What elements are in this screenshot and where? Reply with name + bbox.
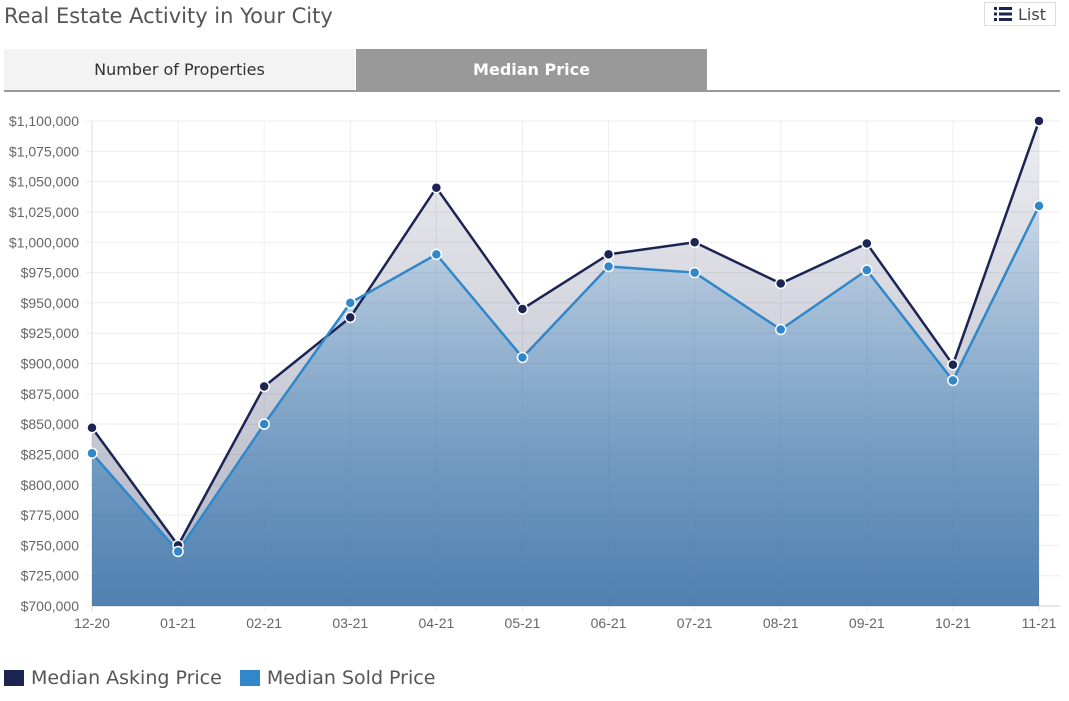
x-tick-label: 12-20 bbox=[74, 615, 110, 631]
y-tick-label: $1,075,000 bbox=[9, 143, 79, 159]
y-tick-label: $875,000 bbox=[21, 386, 80, 402]
point-asking bbox=[947, 358, 959, 371]
list-label: List bbox=[1018, 4, 1046, 24]
point-sold bbox=[430, 248, 443, 261]
x-tick-label: 10-21 bbox=[935, 615, 971, 631]
legend-item-asking[interactable]: Median Asking Price bbox=[4, 667, 222, 689]
x-tick-label: 02-21 bbox=[246, 615, 282, 631]
median-price-chart: $700,000 $725,000 $750,000 $775,000 $800,000… bbox=[9, 113, 1060, 631]
point-asking bbox=[602, 248, 615, 261]
tab-number-of-properties[interactable]: Number of Properties bbox=[4, 49, 355, 90]
x-tick-label: 01-21 bbox=[160, 615, 196, 631]
x-tick-label: 08-21 bbox=[763, 615, 799, 631]
area-sold bbox=[92, 205, 1039, 606]
point-asking bbox=[86, 422, 98, 434]
legend-label-sold: Median Sold Price bbox=[266, 667, 436, 689]
point-sold bbox=[688, 266, 701, 279]
x-tick-label: 06-21 bbox=[591, 615, 627, 631]
legend-swatch-sold bbox=[239, 670, 260, 686]
line-sold bbox=[91, 205, 1041, 554]
point-sold bbox=[1033, 200, 1045, 212]
point-asking bbox=[430, 181, 443, 194]
point-sold bbox=[947, 374, 959, 387]
y-tick-label: $1,100,000 bbox=[9, 113, 79, 129]
y-tick-label: $750,000 bbox=[21, 537, 80, 553]
y-tick-label: $975,000 bbox=[21, 265, 80, 281]
x-tick-label: 03-21 bbox=[332, 615, 368, 631]
point-sold bbox=[602, 260, 615, 273]
y-tick-label: $950,000 bbox=[21, 295, 80, 311]
y-tick-label: $850,000 bbox=[21, 416, 80, 432]
x-tick-label: 04-21 bbox=[418, 615, 454, 631]
point-sold bbox=[861, 264, 873, 276]
line-asking bbox=[90, 120, 1041, 548]
page-title: Real Estate Activity in Your City bbox=[4, 4, 333, 28]
point-asking bbox=[774, 277, 787, 290]
point-sold bbox=[774, 323, 787, 336]
point-asking bbox=[688, 236, 701, 248]
y-tick-label: $1,050,000 bbox=[9, 174, 79, 190]
y-tick-label: $725,000 bbox=[21, 568, 80, 584]
point-sold bbox=[258, 418, 270, 430]
list-icon bbox=[994, 7, 1013, 21]
point-asking bbox=[344, 311, 357, 324]
y-tick-label: $775,000 bbox=[21, 507, 80, 523]
x-tick-label: 07-21 bbox=[677, 615, 713, 631]
point-asking bbox=[516, 303, 529, 315]
y-tick-label: $800,000 bbox=[21, 477, 80, 493]
point-sold bbox=[516, 351, 529, 364]
y-tick-label: $925,000 bbox=[21, 325, 80, 341]
x-tick-label: 09-21 bbox=[849, 615, 885, 631]
legend-item-sold[interactable]: Median Sold Price bbox=[239, 667, 436, 689]
y-tick-label: $825,000 bbox=[21, 446, 80, 462]
point-sold bbox=[86, 447, 98, 459]
legend-swatch-asking bbox=[4, 670, 24, 686]
x-tick-label: 11-21 bbox=[1022, 615, 1057, 631]
y-tick-label: $700,000 bbox=[21, 598, 80, 614]
point-asking bbox=[258, 380, 270, 393]
chart-tabs: Number of Properties Median Price bbox=[4, 49, 1060, 92]
point-sold bbox=[344, 297, 357, 309]
list-view-button[interactable]: List bbox=[984, 2, 1056, 26]
point-asking bbox=[861, 237, 873, 250]
y-tick-label: $1,025,000 bbox=[9, 204, 79, 220]
point-asking bbox=[1033, 115, 1045, 127]
legend-label-asking: Median Asking Price bbox=[31, 667, 222, 689]
y-tick-label: $900,000 bbox=[21, 356, 80, 372]
tab-median-price[interactable]: Median Price bbox=[356, 49, 707, 90]
x-tick-label: 05-21 bbox=[505, 615, 541, 631]
chart-legend: Median Asking Price Median Sold Price bbox=[4, 667, 435, 689]
point-sold bbox=[172, 545, 184, 558]
y-tick-label: $1,000,000 bbox=[9, 234, 79, 250]
